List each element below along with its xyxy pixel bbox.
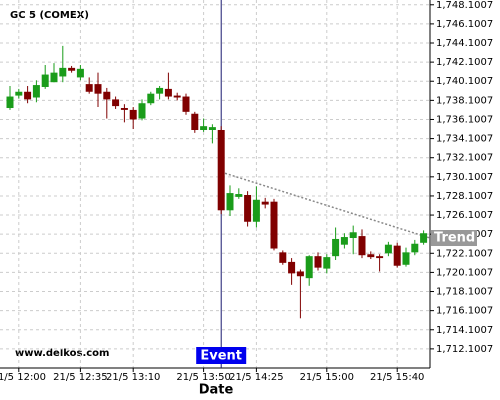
y-tick-label: 1,746.1007 <box>436 19 493 30</box>
candle-body <box>68 67 76 71</box>
x-tick-label: 21/5 13:50 <box>176 372 230 383</box>
y-tick-label: 1,716.1007 <box>436 306 493 317</box>
candle-body <box>393 245 401 266</box>
x-tick-label: 21/5 15:00 <box>300 372 354 383</box>
candle-body <box>323 257 331 269</box>
candle-body <box>120 108 128 110</box>
candle-body <box>358 236 366 256</box>
candle-body <box>367 254 375 258</box>
candle-body <box>32 85 40 98</box>
y-tick-label: 1,722.1007 <box>436 248 493 259</box>
event-label-box <box>196 347 247 364</box>
x-tick-label: 21/5 13:10 <box>106 372 160 383</box>
y-tick-label: 1,718.1007 <box>436 287 493 298</box>
candle-body <box>191 113 199 130</box>
candle-body <box>402 252 410 265</box>
candle-body <box>217 129 225 211</box>
x-tick-label: 21/5 12:00 <box>0 372 46 383</box>
y-tick-label: 1,730.1007 <box>436 172 493 183</box>
x-tick-label: 21/5 12:35 <box>53 372 107 383</box>
candle-body <box>296 271 304 277</box>
candle-body <box>376 256 384 259</box>
y-tick-label: 1,726.1007 <box>436 210 493 221</box>
y-tick-label: 1,732.1007 <box>436 153 493 164</box>
candle-body <box>235 194 243 197</box>
candle-body <box>6 96 14 109</box>
y-tick-label: 1,734.1007 <box>436 134 493 145</box>
candle-body <box>314 256 322 268</box>
candle-body <box>173 95 181 98</box>
candle-body <box>208 127 216 130</box>
candle-body <box>200 126 208 130</box>
chart-title: GC 5 (COMEX) <box>10 10 89 21</box>
candle-body <box>50 72 58 83</box>
trend-label-box <box>431 230 477 247</box>
y-tick-label: 1,744.1007 <box>436 38 493 49</box>
y-tick-label: 1,742.1007 <box>436 57 493 68</box>
candle-body <box>384 244 392 254</box>
x-tick-label: 21/5 14:25 <box>229 372 283 383</box>
y-tick-label: 1,738.1007 <box>436 95 493 106</box>
candle-body <box>261 201 269 205</box>
candle-body <box>305 256 313 279</box>
y-tick-label: 1,740.1007 <box>436 76 493 87</box>
candle-body <box>15 91 23 96</box>
candle-body <box>252 199 260 222</box>
y-tick-label: 1,712.1007 <box>436 344 493 355</box>
candle-body <box>41 74 49 87</box>
candle-body <box>270 201 278 249</box>
x-axis-title: Date <box>199 383 234 398</box>
candle-body <box>411 243 419 253</box>
candle-body <box>85 84 93 92</box>
candle-body <box>164 88 172 97</box>
watermark: www.delkos.com <box>15 348 109 359</box>
candle-body <box>138 103 146 119</box>
candle-body <box>332 238 340 257</box>
candle-body <box>288 261 296 274</box>
candle-body <box>59 67 67 77</box>
y-tick-label: 1,720.1007 <box>436 267 493 278</box>
candle-body <box>76 68 84 78</box>
candle-body <box>279 252 287 263</box>
candle-body <box>182 96 190 112</box>
candle-body <box>112 99 120 107</box>
candle-body <box>103 91 111 100</box>
y-tick-label: 1,748.1007 <box>436 0 493 11</box>
trend-label: Trend <box>434 231 475 246</box>
candle-body <box>24 91 32 100</box>
candle-body <box>156 87 164 94</box>
candle-body <box>94 84 102 94</box>
y-tick-label: 1,736.1007 <box>436 114 493 125</box>
y-tick-label: 1,728.1007 <box>436 191 493 202</box>
candle-body <box>147 93 155 104</box>
candle-body <box>129 109 137 120</box>
trend-line <box>220 171 431 239</box>
candle-body <box>349 232 357 239</box>
y-tick-label: 1,714.1007 <box>436 325 493 336</box>
event-label: Event <box>200 349 242 364</box>
candle-body <box>340 237 348 245</box>
candle-body <box>244 194 252 222</box>
candle-body <box>226 193 234 211</box>
x-tick-label: 21/5 15:40 <box>370 372 424 383</box>
candle-body <box>420 233 428 243</box>
